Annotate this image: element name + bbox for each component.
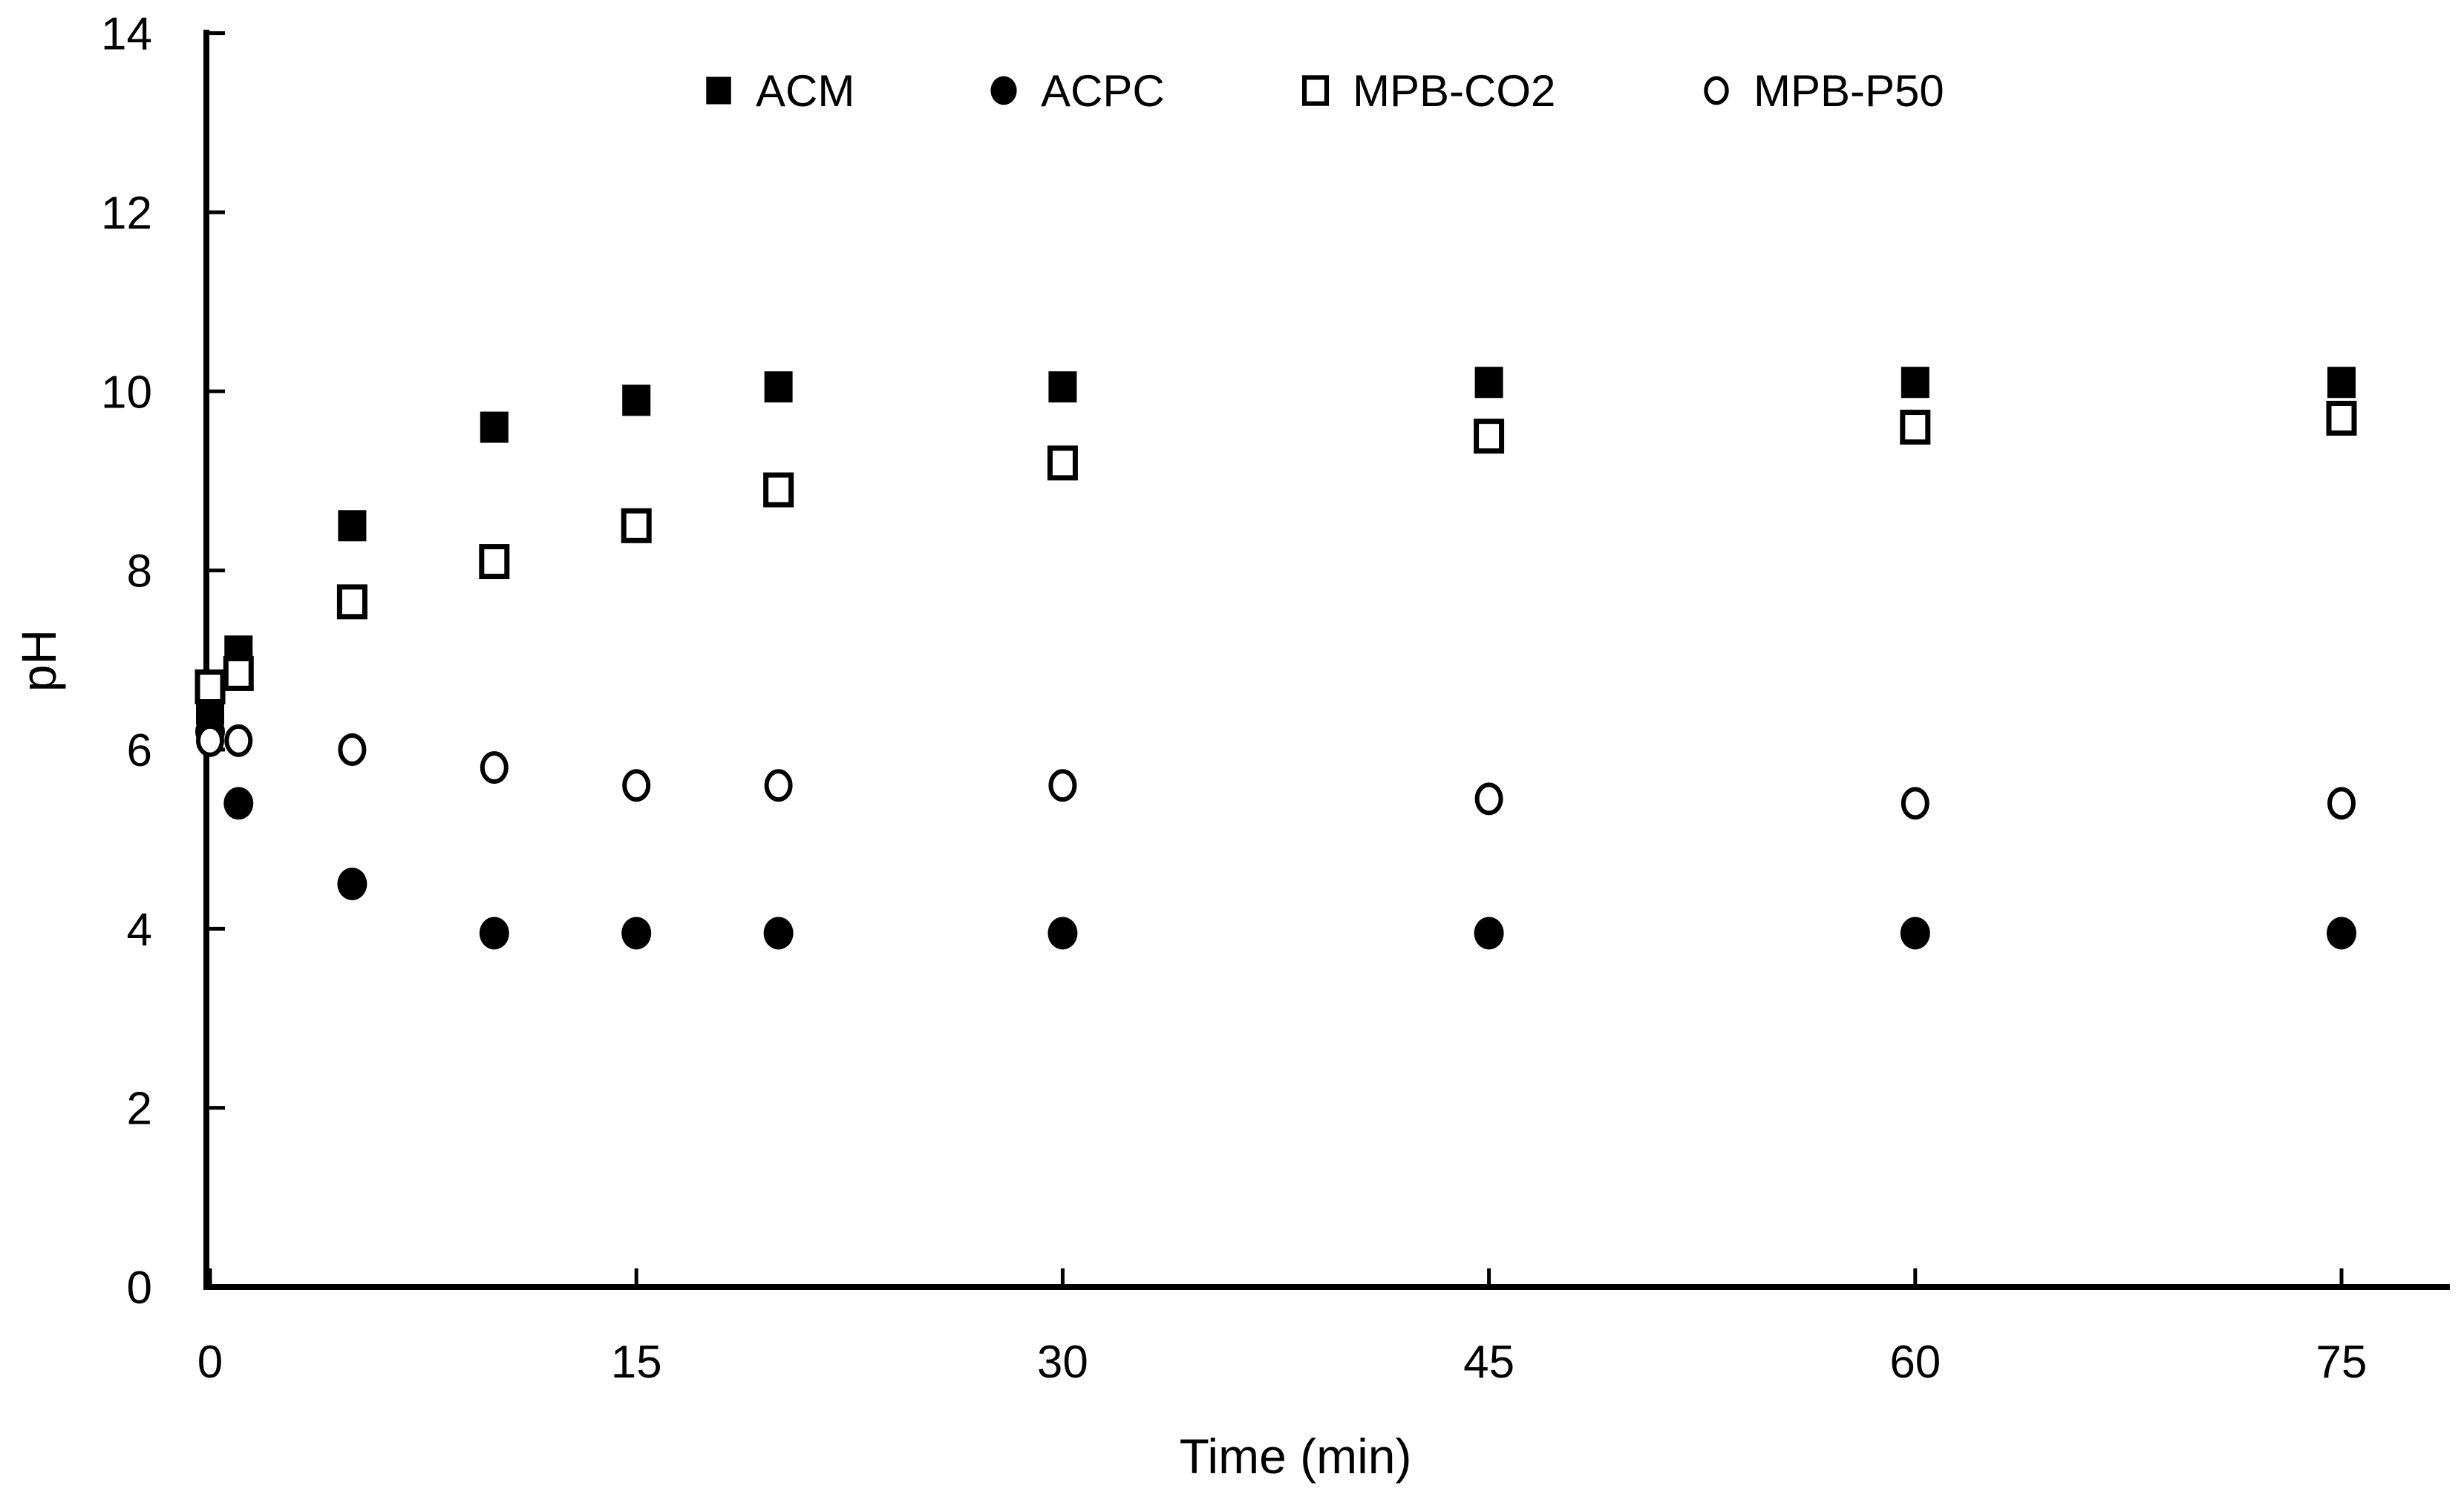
data-point-acpc — [763, 917, 794, 950]
x-tick-label: 45 — [1463, 1337, 1514, 1388]
data-point-mpb-co2 — [1474, 419, 1505, 454]
data-point-mpb-p50 — [622, 769, 651, 802]
data-point-acpc — [1048, 917, 1078, 950]
data-point-acm — [1048, 371, 1077, 403]
legend-marker-acpc — [990, 76, 1017, 105]
x-tick-label: 60 — [1889, 1337, 1941, 1388]
legend-marker-mpb-co2 — [1301, 75, 1330, 106]
data-point-mpb-p50 — [2327, 787, 2356, 820]
data-point-mpb-p50 — [196, 724, 224, 757]
data-point-acm — [622, 384, 651, 416]
legend-marker-acm — [706, 76, 731, 105]
data-point-acpc — [1900, 917, 1930, 950]
data-point-acm — [1901, 367, 1929, 399]
y-axis-title: pH — [11, 629, 66, 692]
data-point-mpb-p50 — [1474, 782, 1503, 816]
data-point-mpb-p50 — [1901, 787, 1929, 820]
y-tick-label: 14 — [101, 9, 152, 60]
data-point-mpb-p50 — [764, 769, 793, 802]
data-point-acpc — [1474, 917, 1504, 950]
y-tick-label: 0 — [127, 1262, 152, 1314]
data-point-mpb-p50 — [338, 733, 367, 766]
x-tick-label: 75 — [2316, 1337, 2367, 1388]
y-tick-label: 8 — [127, 546, 152, 597]
x-tick-label: 15 — [611, 1337, 662, 1388]
data-point-acpc — [337, 867, 367, 900]
y-tick-label: 12 — [101, 188, 152, 239]
legend-label-acm: ACM — [756, 66, 854, 116]
y-tick-label: 10 — [101, 367, 152, 418]
data-point-mpb-co2 — [479, 544, 510, 580]
x-tick-label: 30 — [1037, 1337, 1088, 1388]
data-point-acpc — [223, 787, 254, 820]
data-point-mpb-co2 — [1900, 410, 1931, 445]
data-point-acm — [764, 371, 793, 403]
data-point-mpb-co2 — [621, 508, 652, 543]
legend-label-mpb-co2: MPB-CO2 — [1353, 66, 1555, 116]
data-point-mpb-co2 — [336, 584, 367, 620]
data-point-acpc — [2327, 917, 2356, 950]
data-point-mpb-p50 — [224, 724, 253, 757]
data-point-acpc — [621, 917, 652, 950]
y-tick-label: 4 — [127, 904, 152, 955]
legend-label-acpc: ACPC — [1041, 66, 1165, 116]
data-point-mpb-p50 — [480, 751, 509, 784]
y-tick-label: 2 — [127, 1084, 152, 1135]
legend-label-mpb-p50: MPB-P50 — [1754, 66, 1944, 116]
data-point-mpb-co2 — [1047, 445, 1078, 481]
data-point-mpb-co2 — [2326, 401, 2357, 436]
x-tick-label: 0 — [197, 1337, 223, 1388]
data-point-acm — [338, 510, 367, 542]
x-axis-title: Time (min) — [1180, 1429, 1412, 1484]
data-point-mpb-co2 — [195, 669, 226, 705]
legend-marker-mpb-p50 — [1704, 76, 1729, 105]
data-point-mpb-co2 — [223, 655, 254, 691]
data-point-acpc — [479, 917, 509, 950]
data-point-mpb-p50 — [1048, 769, 1077, 802]
data-point-acm — [2327, 367, 2356, 399]
data-point-acm — [480, 411, 509, 443]
data-point-mpb-co2 — [763, 472, 794, 508]
data-point-acm — [1474, 367, 1503, 399]
y-tick-label: 6 — [127, 725, 152, 776]
